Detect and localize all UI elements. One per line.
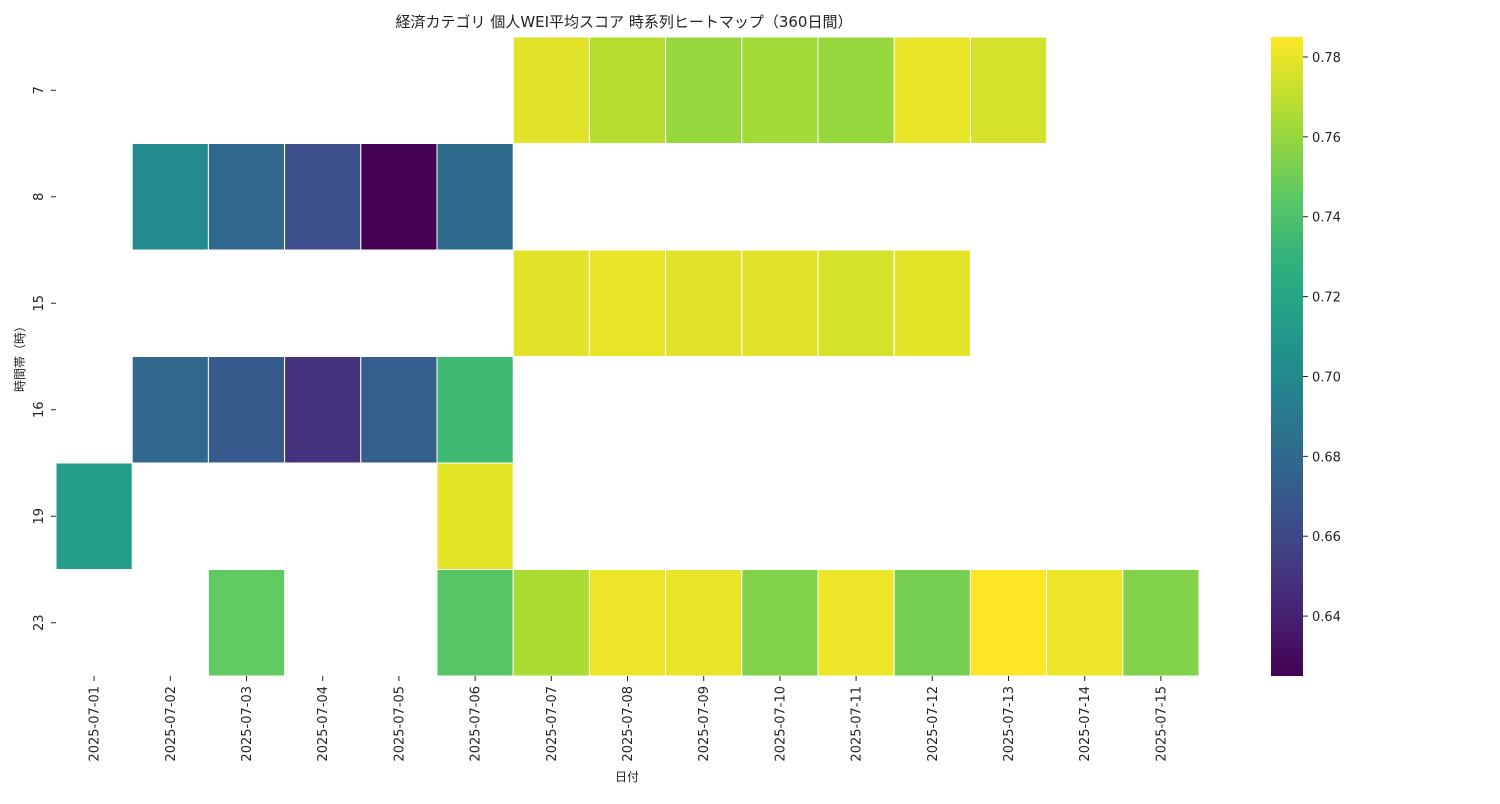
heatmap-cell xyxy=(1046,569,1124,677)
heatmap-cell xyxy=(436,143,514,251)
y-tick-label: 15 xyxy=(32,295,47,312)
heatmap-cell xyxy=(131,143,209,251)
heatmap-cell xyxy=(284,356,362,464)
x-tick-label: 2025-07-13 xyxy=(1002,686,1017,762)
colorbar-tick-label: 0.72 xyxy=(1312,291,1341,306)
heatmap-cell xyxy=(893,569,971,677)
heatmap-cells xyxy=(55,36,1200,677)
x-tick-label: 2025-07-10 xyxy=(773,686,788,762)
heatmap-cell xyxy=(207,356,286,464)
x-tick-label: 2025-07-12 xyxy=(926,686,941,762)
x-axis-ticks: 2025-07-01 2025-07-02 2025-07-03 2025-07-04… xyxy=(88,676,1169,762)
colorbar-ticks: 0.64 0.66 0.68 0.70 0.72 0.74 0.76 0.78 xyxy=(1303,51,1341,625)
heatmap-cell xyxy=(436,569,514,677)
heatmap-cell xyxy=(436,356,514,464)
y-tick-label: 7 xyxy=(32,86,47,94)
y-tick-label: 19 xyxy=(32,508,47,525)
heatmap-cell xyxy=(436,462,514,570)
heatmap-cell xyxy=(817,36,895,144)
heatmap-cell xyxy=(207,569,286,677)
heatmap-cell xyxy=(969,569,1048,677)
x-tick-label: 2025-07-06 xyxy=(469,686,484,762)
x-tick-label: 2025-07-03 xyxy=(240,686,255,762)
x-tick-label: 2025-07-15 xyxy=(1154,686,1169,762)
heatmap-cell xyxy=(55,462,133,570)
x-tick-label: 2025-07-02 xyxy=(164,686,179,762)
heatmap-cell xyxy=(512,36,590,144)
heatmap-cell xyxy=(969,36,1048,144)
heatmap-cell xyxy=(741,569,819,677)
heatmap-cell xyxy=(741,249,819,357)
heatmap-cell xyxy=(207,143,286,251)
x-tick-label: 2025-07-01 xyxy=(88,686,103,762)
heatmap-cell xyxy=(284,143,362,251)
heatmap-cell xyxy=(512,249,590,357)
y-tick-label: 8 xyxy=(32,193,47,201)
heatmap-cell xyxy=(360,356,438,464)
x-axis-label: 日付 xyxy=(615,770,639,784)
heatmap-cell xyxy=(741,36,819,144)
colorbar-tick-label: 0.70 xyxy=(1312,370,1341,385)
x-tick-label: 2025-07-08 xyxy=(621,686,636,762)
heatmap-cell xyxy=(360,143,438,251)
heatmap-cell xyxy=(665,36,743,144)
heatmap-cell xyxy=(817,249,895,357)
heatmap-cell xyxy=(588,249,667,357)
colorbar-tick-label: 0.68 xyxy=(1312,450,1341,465)
heatmap-cell xyxy=(1122,569,1200,677)
heatmap-cell xyxy=(817,569,895,677)
x-tick-label: 2025-07-11 xyxy=(850,686,865,762)
x-tick-label: 2025-07-04 xyxy=(316,686,331,762)
x-tick-label: 2025-07-07 xyxy=(545,686,560,762)
x-tick-label: 2025-07-05 xyxy=(392,686,407,762)
heatmap-cell xyxy=(588,569,667,677)
y-axis-label: 時間帯（時） xyxy=(13,320,27,392)
colorbar-tick-label: 0.66 xyxy=(1312,530,1341,545)
heatmap-cell xyxy=(665,249,743,357)
heatmap-cell xyxy=(588,36,667,144)
colorbar-tick-label: 0.78 xyxy=(1312,51,1341,66)
x-tick-label: 2025-07-09 xyxy=(697,686,712,762)
heatmap-cell xyxy=(893,249,971,357)
heatmap-cell xyxy=(131,356,209,464)
x-tick-label: 2025-07-14 xyxy=(1078,686,1093,762)
y-tick-label: 16 xyxy=(32,401,47,418)
y-tick-label: 23 xyxy=(32,614,47,631)
heatmap-cell xyxy=(512,569,590,677)
colorbar-tick-label: 0.64 xyxy=(1312,610,1341,625)
y-axis-ticks: 7 8 15 16 19 23 xyxy=(32,86,56,631)
colorbar-tick-label: 0.74 xyxy=(1312,211,1341,226)
chart-title: 経済カテゴリ 個人WEI平均スコア 時系列ヒートマップ（360日間） xyxy=(396,13,853,31)
colorbar xyxy=(1271,37,1303,676)
heatmap-cell xyxy=(665,569,743,677)
heatmap-cell xyxy=(893,36,971,144)
colorbar-tick-label: 0.76 xyxy=(1312,131,1341,146)
